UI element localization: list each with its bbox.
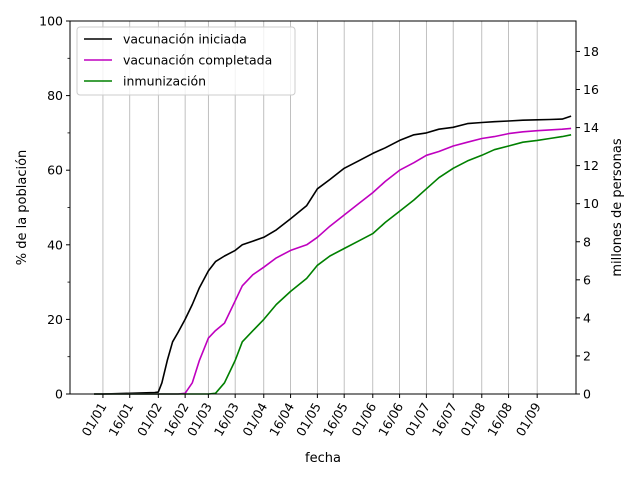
x-tick-label: 16/05 bbox=[320, 400, 351, 439]
y-tick-label: 20 bbox=[47, 312, 63, 327]
y-axis-right: 0 2 4 6 8 10 12 14 16 18 bbox=[576, 44, 599, 402]
x-tick-label: 01/08 bbox=[457, 400, 488, 439]
y-right-tick-label: 6 bbox=[583, 272, 591, 287]
y-right-tick-label: 12 bbox=[583, 158, 599, 173]
x-tick-label: 16/01 bbox=[105, 400, 136, 439]
y-right-tick-label: 4 bbox=[583, 310, 591, 325]
x-tick-label: 01/06 bbox=[348, 400, 379, 439]
y-right-tick-label: 2 bbox=[583, 348, 591, 363]
y-tick-label: 40 bbox=[47, 237, 63, 252]
y-right-tick-label: 16 bbox=[583, 82, 599, 97]
x-tick-label: 01/07 bbox=[402, 400, 433, 439]
y-right-tick-label: 14 bbox=[583, 120, 599, 135]
x-tick-label: 01/01 bbox=[79, 400, 110, 439]
legend-label: inmunización bbox=[123, 74, 206, 89]
y-right-tick-label: 10 bbox=[583, 196, 599, 211]
y-tick-label: 80 bbox=[47, 88, 63, 103]
x-tick-label: 16/03 bbox=[211, 400, 242, 439]
x-tick-label: 01/09 bbox=[513, 400, 544, 439]
legend-label: vacunación completada bbox=[123, 53, 272, 68]
legend-box bbox=[76, 26, 296, 96]
series-line-0 bbox=[94, 115, 572, 395]
legend: vacunación iniciada vacunación completada… bbox=[76, 26, 296, 96]
x-tick-label: 16/04 bbox=[266, 400, 297, 439]
x-axis-label: fecha bbox=[305, 451, 341, 466]
x-tick-label: 01/04 bbox=[239, 400, 270, 439]
y-axis-left: 0 20 40 60 80 100 bbox=[39, 14, 70, 402]
x-tick-label: 16/08 bbox=[484, 400, 515, 439]
y-right-tick-label: 8 bbox=[583, 234, 591, 249]
y-tick-label: 100 bbox=[39, 14, 63, 29]
x-axis: 01/0116/0101/0216/0201/0316/0301/0416/04… bbox=[79, 394, 544, 439]
legend-entries: vacunación iniciada vacunación completada… bbox=[84, 32, 272, 89]
y-right-tick-label: 0 bbox=[583, 387, 591, 402]
y-axis-label-right: millones de personas bbox=[610, 138, 625, 277]
x-tick-label: 01/05 bbox=[293, 400, 324, 439]
x-tick-label: 16/06 bbox=[375, 400, 406, 439]
legend-label: vacunación iniciada bbox=[123, 32, 247, 47]
y-right-tick-label: 18 bbox=[583, 44, 599, 59]
x-tick-label: 16/07 bbox=[429, 400, 460, 439]
x-tick-label: 01/02 bbox=[134, 400, 165, 439]
y-tick-label: 60 bbox=[47, 163, 63, 178]
y-tick-label: 0 bbox=[55, 387, 63, 402]
y-axis-label-left: % de la población bbox=[15, 150, 30, 266]
